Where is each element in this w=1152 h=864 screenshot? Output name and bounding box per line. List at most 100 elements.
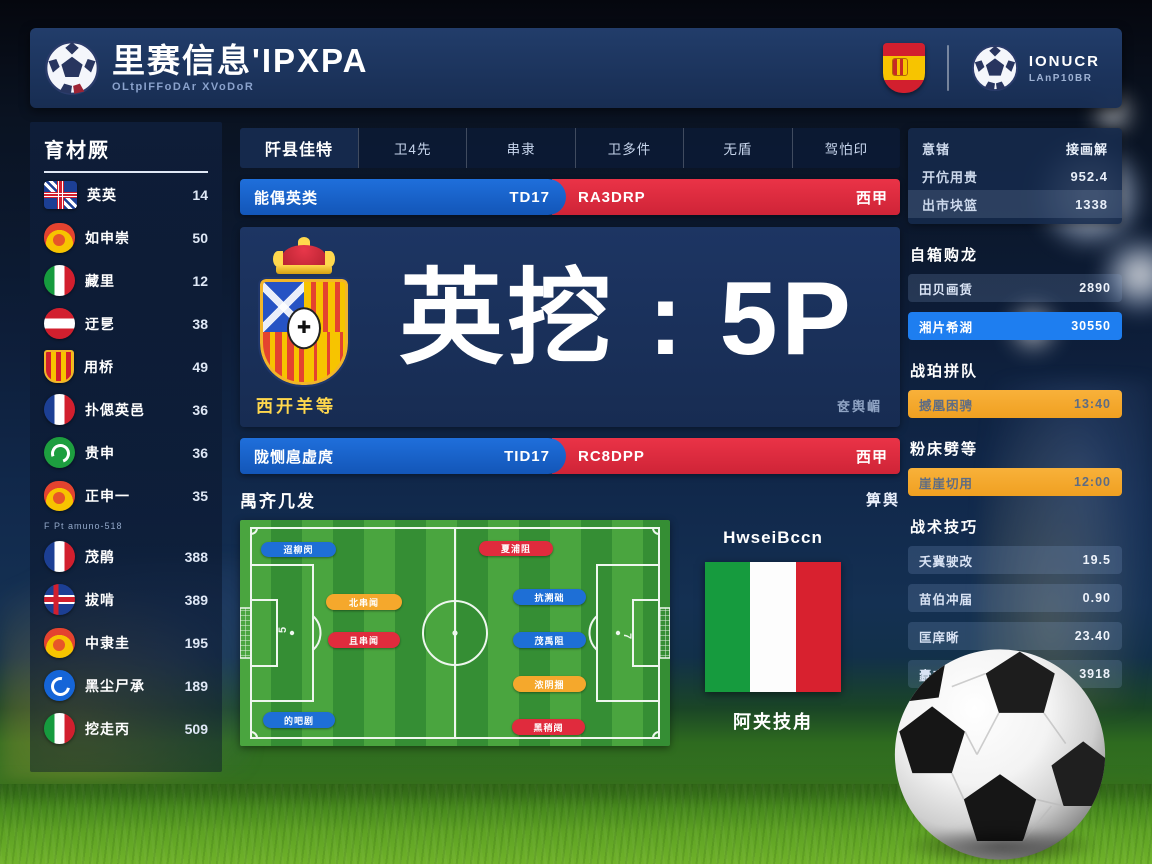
- sidebar-item-count: 36: [192, 401, 208, 418]
- sidebar-item[interactable]: 挖走丙 509: [44, 707, 208, 750]
- sidebar-item[interactable]: 英英 14: [44, 173, 208, 216]
- sidebar-item-count: 389: [184, 591, 208, 608]
- formation-title: 禺齐几发: [240, 491, 316, 511]
- pitch-right-mark: 7: [621, 633, 633, 639]
- league-badge: 西甲: [855, 448, 888, 466]
- sidebar-item[interactable]: 黑尘尸承 189: [44, 664, 208, 707]
- header-bar: 里赛信息'IPXPA OLtpIFFoDAr XVoDoR IONUCR LA: [30, 28, 1122, 108]
- stat-value: 23.40: [1074, 629, 1111, 643]
- sidebar-item[interactable]: 中隶圭 195: [44, 621, 208, 664]
- match-bar-away-segment: RC8DPP 西甲: [552, 438, 900, 474]
- stat-value: 0.90: [1082, 591, 1111, 605]
- sidebar-item[interactable]: 用桥 49: [44, 345, 208, 388]
- blue-badge-icon: [44, 670, 75, 701]
- crest-crown: [272, 237, 336, 277]
- sidebar-item[interactable]: 拔啃 389: [44, 578, 208, 621]
- sidebar-item-count: 388: [184, 548, 208, 565]
- stat-row: 夭冀驶改 19.5: [908, 546, 1122, 574]
- match-bar-away-segment: RA3DRP 西甲: [552, 179, 900, 215]
- sidebar-item-label: 黑尘尸承: [85, 677, 145, 694]
- stat-value: 30550: [1071, 319, 1111, 333]
- formation-section-header: 禺齐几发 箅舆: [240, 486, 900, 512]
- spain-crest-icon: [44, 627, 75, 658]
- stats-section-title: 自箱购龙: [910, 247, 979, 264]
- stat-label: 夭冀驶改: [919, 554, 974, 569]
- player-tag: 且串闻: [328, 632, 400, 648]
- away-code: RA3DRP: [578, 188, 646, 206]
- team-crest: ✚: [256, 237, 352, 389]
- away-code: RC8DPP: [578, 447, 645, 465]
- page-title: 里赛信息'IPXPA: [112, 42, 369, 79]
- stat-value: 12:00: [1074, 475, 1111, 489]
- soccer-ball-icon: [894, 649, 1106, 860]
- italy-flag-icon: [44, 265, 75, 296]
- sidebar-item-label: 拔啃: [85, 591, 115, 608]
- stat-label: 匡庠晰: [919, 630, 960, 645]
- header-right-group: IONUCR LAnP10BR: [882, 43, 1100, 93]
- sidebar-item-count: 50: [192, 229, 208, 246]
- player-tag: 抗溯础: [513, 589, 586, 605]
- green-badge-icon: [44, 437, 75, 468]
- tab[interactable]: 串隶: [466, 128, 574, 168]
- opponent-caption: 阿夹技甪: [733, 712, 813, 732]
- team-caption: 西开羊等: [256, 397, 336, 416]
- summary-panel: 意锗 接画解 开伉用贵 952.4 出市块篮 1338: [908, 128, 1122, 224]
- brand-logo: IONUCR LAnP10BR: [971, 44, 1100, 92]
- match-bar-2[interactable]: 陇恻扈虚庹 TID17 RC8DPP 西甲: [240, 438, 900, 474]
- tab[interactable]: 无盾: [683, 128, 791, 168]
- sidebar-item-label: 藏里: [85, 272, 115, 289]
- summary-row: 开伉用贵 952.4: [908, 162, 1122, 190]
- spain-crest-icon: [44, 222, 75, 253]
- sidebar-item-label: 用桥: [84, 358, 114, 375]
- formation-more-link[interactable]: 箅舆: [865, 491, 900, 509]
- stat-label: 苗伯冲届: [919, 592, 974, 607]
- stat-value: 3918: [1079, 667, 1111, 681]
- spain-crest-icon: [44, 480, 75, 511]
- match-bar-home-segment: 陇恻扈虚庹 TID17: [240, 438, 566, 474]
- scoreboard-panel: ✚ 西开羊等 英挖 : 5P 奁舆嵋: [240, 227, 900, 427]
- sidebar-item-label: 中隶圭: [85, 634, 130, 651]
- app-title-block: 里赛信息'IPXPA OLtpIFFoDAr XVoDoR: [112, 42, 369, 94]
- header-divider: [946, 45, 949, 91]
- home-code: TID17: [504, 447, 550, 465]
- player-tag: 迢柳闵: [261, 542, 336, 557]
- soccer-ball-logo-icon: [45, 41, 99, 95]
- sidebar-item-count: 195: [184, 634, 208, 651]
- stat-value: 1338: [1075, 196, 1108, 212]
- sidebar-item[interactable]: 茂鹃 388: [44, 535, 208, 578]
- sidebar-item[interactable]: 藏里 12: [44, 259, 208, 302]
- sidebar-item[interactable]: 贵申 36: [44, 431, 208, 474]
- sidebar-item[interactable]: 迂乬 38: [44, 302, 208, 345]
- sidebar-item-label: 如申崇: [85, 229, 130, 246]
- sidebar-item-label: 英英: [87, 186, 117, 203]
- tab[interactable]: 卫多件: [574, 128, 683, 168]
- sidebar-item[interactable]: 扑偲英邑 36: [44, 388, 208, 431]
- match-bar-home-segment: 能偶英类 TD17: [240, 179, 566, 215]
- tab-bar: 阡县佳特 卫4先 串隶 卫多件 无盾 驾怕印: [240, 128, 900, 168]
- crest-center-emblem: ✚: [287, 307, 321, 350]
- sidebar-item[interactable]: 正申一 35: [44, 474, 208, 517]
- sidebar-item-label: 挖走丙: [85, 720, 130, 737]
- match-bar-1[interactable]: 能偶英类 TD17 RA3DRP 西甲: [240, 179, 900, 215]
- tab[interactable]: 驾怕印: [791, 128, 900, 168]
- formation-content-row: 5 7 迢柳闵 北串闻 且串闻 的吧剧 夏浦阻 抗溯础 茂禹阻 浓阴捆 黑稍阔 …: [240, 520, 900, 746]
- stats-section-title: 粉床劈等: [910, 441, 979, 458]
- stat-row: 苗伯冲届 0.90: [908, 584, 1122, 612]
- pitch-left-mark: 5: [277, 627, 289, 633]
- stat-row-orange[interactable]: 撼凰困骋 13:40: [908, 390, 1122, 418]
- iceland-flag-icon: [44, 584, 75, 615]
- striped-crest-icon: [44, 350, 74, 383]
- stat-label: 田贝画赁: [919, 282, 974, 297]
- stat-label: 意锗: [922, 141, 951, 157]
- stat-label: 开伉用贵: [922, 169, 979, 185]
- sidebar-item-count: 189: [184, 677, 208, 694]
- tab[interactable]: 卫4先: [358, 128, 466, 168]
- uk-flag-icon: [44, 180, 77, 209]
- player-tag: 北串闻: [326, 594, 402, 610]
- stat-value: 19.5: [1082, 553, 1111, 567]
- brand-name: IONUCR: [1028, 52, 1100, 70]
- tab-active[interactable]: 阡县佳特: [240, 128, 358, 168]
- stat-row-orange[interactable]: 崖崖切用 12:00: [908, 468, 1122, 496]
- stat-row-highlighted[interactable]: 湘片希湖 30550: [908, 312, 1122, 340]
- sidebar-item[interactable]: 如申崇 50: [44, 216, 208, 259]
